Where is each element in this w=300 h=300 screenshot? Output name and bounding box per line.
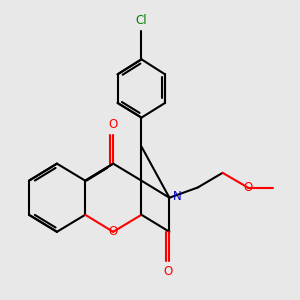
Text: O: O <box>243 181 253 194</box>
Text: O: O <box>163 265 172 278</box>
Text: O: O <box>109 118 118 130</box>
Text: Cl: Cl <box>136 14 147 27</box>
Text: O: O <box>109 225 118 238</box>
Text: N: N <box>173 190 182 202</box>
